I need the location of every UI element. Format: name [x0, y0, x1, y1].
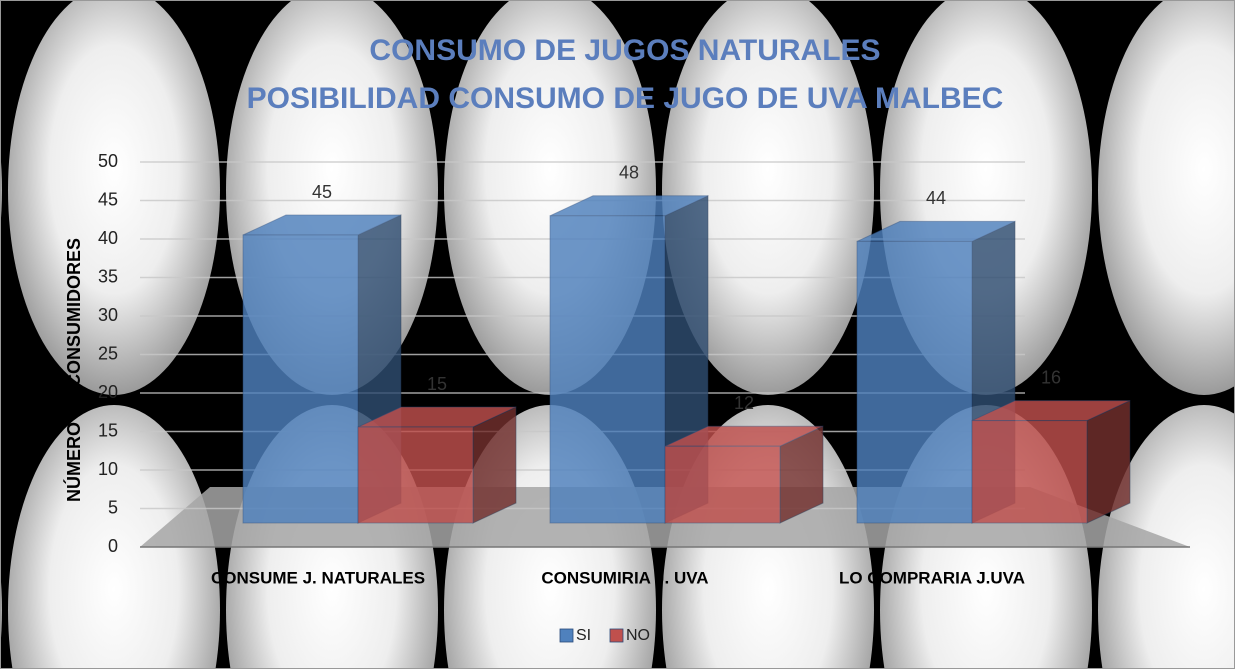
- y-tick-label: 50: [98, 151, 118, 171]
- y-tick-label: 25: [98, 343, 118, 363]
- y-tick-label: 30: [98, 305, 118, 325]
- data-label: 44: [926, 188, 946, 208]
- x-tick-label: LO COMPRARIA J.UVA: [839, 568, 1025, 587]
- bar: [971, 399, 1131, 524]
- x-tick-label: CONSUMIRIA J. UVA: [541, 568, 708, 587]
- bar: [357, 406, 517, 524]
- y-tick-label: 45: [98, 189, 118, 209]
- data-label: 12: [734, 393, 754, 413]
- y-tick-label: 0: [108, 536, 118, 556]
- chart-title: POSIBILIDAD CONSUMO DE JUGO DE UVA MALBE…: [247, 82, 1004, 115]
- y-tick-label: 40: [98, 228, 118, 248]
- bar-front: [664, 445, 781, 524]
- y-axis-label: NÚMERO DE CONSUMIDORES: [63, 238, 84, 502]
- bar-front: [242, 234, 359, 524]
- bar-side: [1086, 399, 1131, 524]
- x-tick-label: CONSUME J. NATURALES: [211, 568, 425, 587]
- y-tick-label: 15: [98, 420, 118, 440]
- legend-swatch: [609, 628, 624, 643]
- bar: [664, 425, 824, 524]
- chart-title: CONSUMO DE JUGOS NATURALES: [369, 34, 880, 67]
- y-tick-label: 5: [108, 497, 118, 517]
- bar-front: [971, 420, 1088, 524]
- y-tick-label: 10: [98, 459, 118, 479]
- data-label: 15: [427, 374, 447, 394]
- legend-swatch: [559, 628, 574, 643]
- legend-label: NO: [626, 627, 650, 644]
- y-tick-label: 35: [98, 266, 118, 286]
- data-label: 16: [1041, 367, 1061, 387]
- data-label: 48: [619, 163, 639, 183]
- data-label: 45: [312, 182, 332, 202]
- bar-front: [357, 426, 474, 524]
- bar-front: [856, 240, 973, 524]
- y-tick-label: 20: [98, 382, 118, 402]
- legend-label: SI: [576, 627, 591, 644]
- bar-front: [549, 215, 666, 524]
